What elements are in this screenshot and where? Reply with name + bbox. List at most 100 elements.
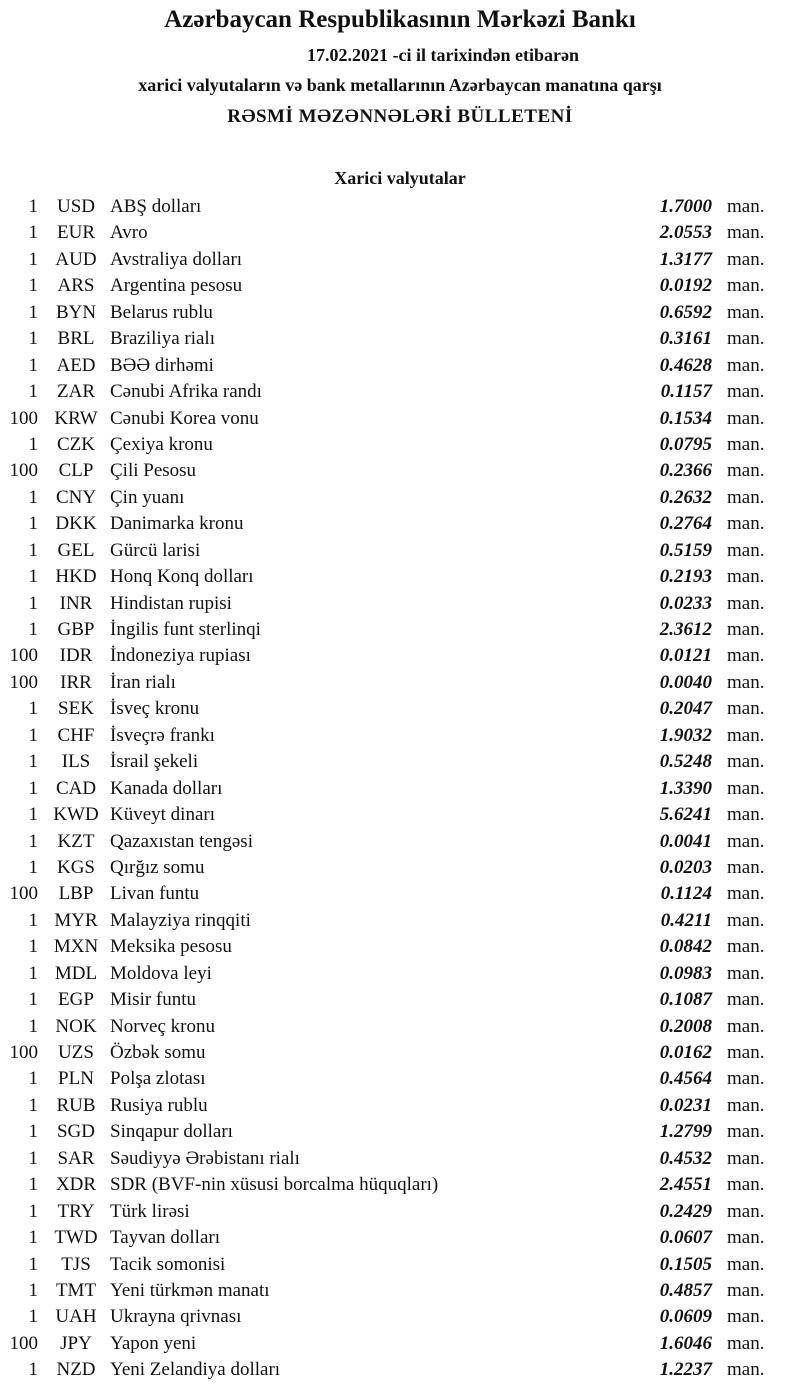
- quantity: 1: [28, 1094, 39, 1116]
- quantity: 100: [9, 883, 39, 905]
- currency-code: EUR: [57, 222, 95, 244]
- rate-value: 0.1534: [659, 407, 712, 429]
- currency-name: Avstraliya dolları: [110, 248, 243, 270]
- currency-code: BYN: [55, 301, 97, 323]
- unit-label: man.: [727, 1359, 765, 1381]
- currency-code: PLN: [58, 1068, 94, 1090]
- section-title: Xarici valyutalar: [334, 168, 466, 188]
- unit-label: man.: [727, 433, 765, 455]
- currency-name: SDR (BVF-nin xüsusi borcalma hüquqları): [110, 1174, 439, 1196]
- rate-row-byn: 1 BYN Belarus rublu 0.6592 man.: [0, 300, 800, 326]
- rate-value: 2.3612: [659, 619, 712, 640]
- rate-row-kgs: 1 KGS Qırğız somu 0.0203 man.: [0, 855, 800, 881]
- unit-label: man.: [727, 407, 765, 429]
- quantity: 1: [28, 1227, 39, 1249]
- quantity: 1: [28, 751, 39, 773]
- currency-code: GBP: [57, 619, 95, 640]
- quantity: 1: [28, 301, 39, 323]
- unit-label: man.: [727, 248, 765, 270]
- rate-row-aud: 1 AUD Avstraliya dolları 1.3177 man.: [0, 247, 800, 273]
- rate-row-cad: 1 CAD Kanada dolları 1.3390 man.: [0, 776, 800, 802]
- rate-value: 0.1087: [659, 989, 712, 1011]
- unit-label: man.: [727, 751, 765, 773]
- currency-code: AED: [56, 354, 96, 376]
- rate-row-sgd: 1 SGD Sinqapur dolları 1.2799 man.: [0, 1119, 800, 1145]
- rate-row-idr: 100 IDR İndoneziya rupiası 0.0121 man.: [0, 643, 800, 669]
- unit-label: man.: [727, 460, 765, 482]
- unit-label: man.: [727, 566, 765, 588]
- unit-label: man.: [727, 196, 765, 217]
- currency-name: Kanada dolları: [110, 777, 223, 799]
- currency-name: Çin yuanı: [110, 486, 185, 508]
- unit-label: man.: [727, 1279, 765, 1301]
- rate-value: 2.0553: [659, 222, 712, 244]
- rate-value: 0.2429: [659, 1200, 712, 1222]
- currency-code: INR: [59, 592, 93, 614]
- quantity: 1: [28, 1147, 39, 1169]
- rate-value: 0.0842: [659, 936, 712, 958]
- unit-label: man.: [727, 381, 765, 403]
- unit-label: man.: [727, 1094, 765, 1116]
- rate-value: 0.0795: [659, 433, 712, 455]
- quantity: 1: [28, 592, 39, 614]
- currency-name: İndoneziya rupiası: [110, 645, 251, 667]
- rate-value: 0.2008: [659, 1015, 712, 1037]
- quantity: 1: [28, 856, 39, 878]
- rate-value: 1.9032: [659, 724, 712, 746]
- unit-label: man.: [727, 1015, 765, 1037]
- currency-name: Küveyt dinarı: [110, 804, 216, 826]
- quantity: 1: [28, 248, 39, 270]
- rate-value: 1.6046: [659, 1332, 712, 1354]
- currency-name: Yeni Zelandiya dolları: [110, 1359, 281, 1381]
- currency-code: KRW: [54, 407, 98, 429]
- rate-value: 2.4551: [659, 1174, 712, 1196]
- rate-row-jpy: 100 JPY Yapon yeni 1.6046 man.: [0, 1331, 800, 1357]
- currency-code: IDR: [59, 645, 93, 667]
- quantity: 1: [28, 196, 39, 217]
- bulletin-title: RƏSMİ MƏZƏNNƏLƏRİ BÜLLETENİ: [227, 106, 573, 127]
- currency-name: İsveçrə frankı: [110, 724, 215, 746]
- currency-name: Meksika pesosu: [110, 936, 232, 958]
- currency-name: Sinqapur dolları: [110, 1121, 233, 1143]
- currency-name: Yeni türkmən manatı: [110, 1279, 270, 1301]
- currency-name: Avro: [110, 222, 148, 244]
- unit-label: man.: [727, 539, 765, 561]
- currency-code: ILS: [61, 751, 91, 773]
- currency-name: Cənubi Korea vonu: [110, 407, 259, 429]
- currency-code: NOK: [55, 1015, 97, 1037]
- rate-row-usd: 1 USD ABŞ dolları 1.7000 man.: [0, 194, 800, 220]
- currency-code: MYR: [54, 909, 98, 931]
- currency-code: MDL: [54, 962, 98, 984]
- quantity: 1: [28, 1359, 39, 1381]
- rate-row-clp: 100 CLP Çili Pesosu 0.2366 man.: [0, 458, 800, 484]
- currency-name: Gürcü larisi: [110, 539, 201, 561]
- document-title: Azərbaycan Respublikasının Mərkəzi Bankı: [164, 6, 636, 33]
- rate-row-krw: 100 KRW Cənubi Korea vonu 0.1534 man.: [0, 406, 800, 432]
- quantity: 1: [28, 1015, 39, 1037]
- unit-label: man.: [727, 1174, 765, 1196]
- rate-value: 0.5159: [659, 539, 712, 561]
- quantity: 1: [28, 354, 39, 376]
- quantity: 1: [28, 777, 39, 799]
- currency-name: İngilis funt sterlinqi: [110, 619, 261, 640]
- rate-row-mdl: 1 MDL Moldova leyi 0.0983 man.: [0, 961, 800, 987]
- currency-code: CAD: [55, 777, 97, 799]
- currency-name: Tayvan dolları: [110, 1227, 220, 1249]
- quantity: 1: [28, 724, 39, 746]
- rate-value: 0.2366: [659, 460, 712, 482]
- unit-label: man.: [727, 936, 765, 958]
- quantity: 1: [28, 1174, 39, 1196]
- currency-name: Malayziya rinqqiti: [110, 909, 251, 931]
- unit-label: man.: [727, 989, 765, 1011]
- currency-name: Polşa zlotası: [110, 1068, 206, 1090]
- currency-name: ABŞ dolları: [110, 196, 202, 217]
- rate-row-myr: 1 MYR Malayziya rinqqiti 0.4211 man.: [0, 908, 800, 934]
- rate-row-try: 1 TRY Türk lirəsi 0.2429 man.: [0, 1199, 800, 1225]
- currency-code: BRL: [57, 328, 95, 350]
- unit-label: man.: [727, 275, 765, 297]
- currency-code: XDR: [55, 1174, 97, 1196]
- rate-value: 0.2047: [659, 698, 712, 720]
- rate-row-czk: 1 CZK Çexiya kronu 0.0795 man.: [0, 432, 800, 458]
- currency-code: KGS: [56, 856, 95, 878]
- rate-row-sek: 1 SEK İsveç kronu 0.2047 man.: [0, 696, 800, 722]
